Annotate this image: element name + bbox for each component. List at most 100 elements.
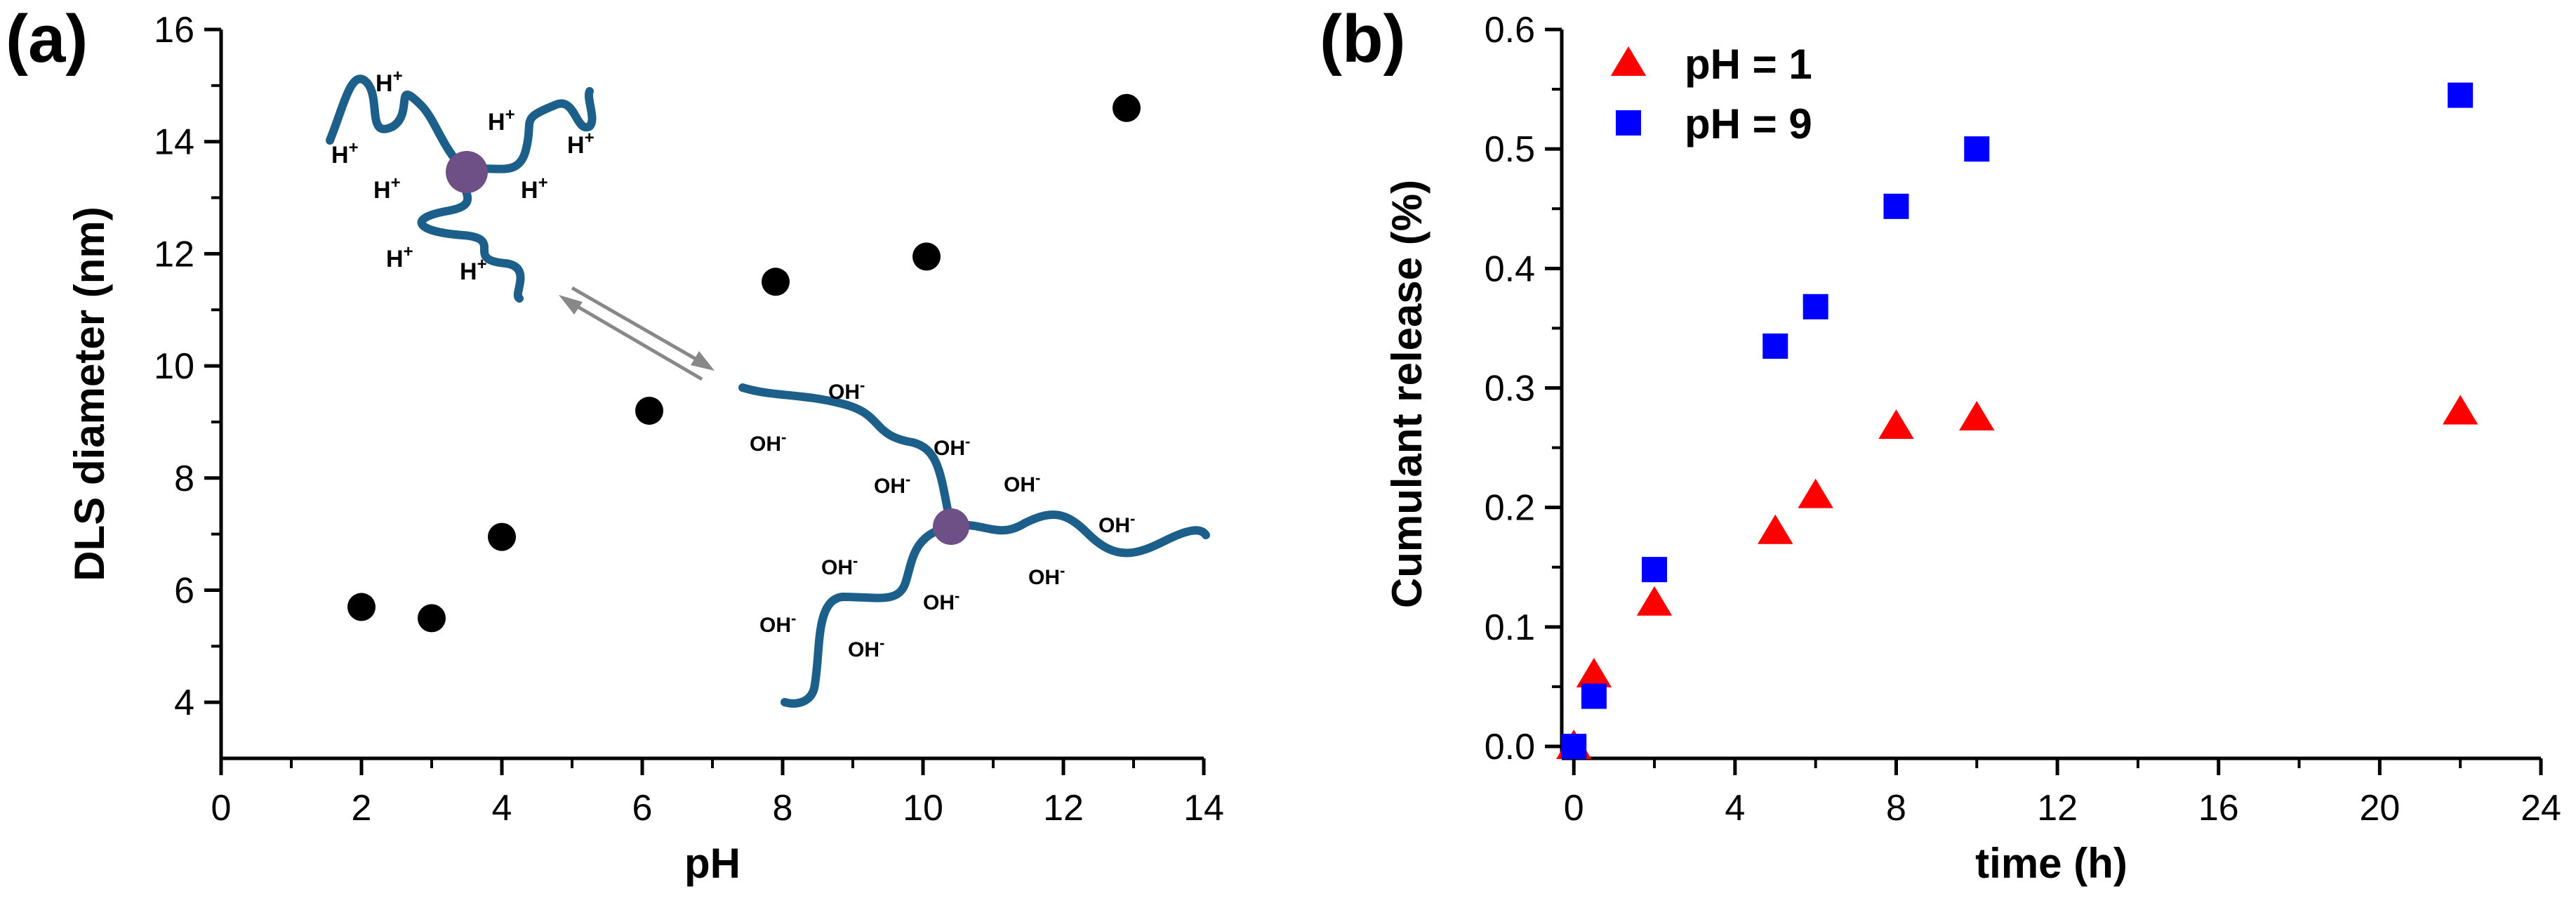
series-ph1-point	[1758, 514, 1793, 544]
a-y-tick-label: 12	[154, 234, 194, 275]
series-ph1-point	[1878, 409, 1914, 439]
data-point	[762, 268, 790, 296]
hydroxide-label: OH-	[848, 634, 884, 661]
marks-b	[1556, 82, 2478, 759]
proton-label: H+	[460, 255, 487, 285]
a-x-axis-label: pH	[684, 840, 741, 887]
hydroxide-label: OH-	[759, 609, 796, 637]
series-ph1-point	[1576, 657, 1612, 687]
hydroxide-label: OH-	[934, 433, 970, 460]
data-point	[347, 593, 376, 621]
a-y-tick-label: 16	[154, 10, 194, 51]
equilibrium-arrowhead-forward	[691, 351, 715, 371]
panel-b-label: (b)	[1320, 1, 1406, 77]
legend-b: pH = 1 pH = 9	[1610, 41, 1812, 147]
proton-label: H+	[386, 242, 413, 272]
legend-label: pH = 9	[1685, 100, 1812, 147]
proton-label: H+	[521, 173, 548, 204]
proton-label: H+	[373, 173, 401, 204]
b-y-tick-label: 0.2	[1485, 488, 1535, 529]
b-x-tick-label: 12	[2037, 788, 2078, 829]
a-y-tick-label: 10	[154, 346, 194, 387]
extended-core	[933, 508, 969, 545]
equilibrium-arrowhead-backward	[559, 295, 583, 315]
series-ph9-point	[1802, 294, 1828, 319]
hydroxide-label: OH-	[923, 587, 960, 614]
b-x-axis-label: time (h)	[1975, 840, 2127, 887]
a-x-tick-label: 8	[773, 788, 793, 829]
chart-b: 0 4 8 12 16 20 24 0.0 0.1 0.2 0.3 0.4 0.5 0.6 time (h)…	[1383, 10, 2561, 887]
series-ph9-point	[1964, 136, 1990, 162]
extended-chain-upper	[738, 383, 955, 531]
a-y-axis-label: DLS diameter (nm)	[66, 206, 113, 581]
proton-label: H+	[376, 67, 403, 97]
proton-label: H+	[488, 105, 515, 136]
panel-a-label: (a)	[6, 1, 88, 77]
a-x-tick-label: 2	[352, 788, 372, 829]
series-ph9-point	[1642, 557, 1668, 583]
series-ph1-point	[2442, 395, 2478, 425]
b-y-tick-label: 0.6	[1485, 10, 1535, 51]
data-point	[418, 604, 446, 633]
collapsed-chain-right	[463, 87, 597, 176]
series-ph9-point	[1883, 193, 1909, 219]
equilibrium-arrow-backward	[566, 298, 703, 381]
hydroxide-label: OH-	[1004, 469, 1040, 496]
hydroxide-label: OH-	[1098, 510, 1135, 537]
b-x-tick-label: 4	[1725, 788, 1745, 829]
proton-labels: H+ H+ H+ H+ H+ H+ H+ H+	[331, 67, 595, 285]
a-y-tick-label: 8	[174, 459, 194, 499]
a-y-tick-label: 4	[174, 683, 194, 723]
series-ph9-point	[1561, 733, 1587, 759]
series-ph9-point	[1762, 333, 1788, 359]
b-x-tick-label: 24	[2521, 788, 2561, 829]
b-y-tick-label: 0.4	[1485, 249, 1535, 289]
series-ph1-point	[1798, 478, 1833, 508]
data-point	[635, 396, 663, 425]
hydroxide-label: OH-	[750, 428, 786, 456]
b-y-tick-label: 0.0	[1485, 727, 1535, 767]
hydroxide-label: OH-	[1028, 562, 1065, 589]
proton-label: H+	[567, 128, 595, 159]
equilibrium-arrow-forward	[571, 286, 710, 369]
polymer-illustration: H+H+H+H+H+H+H+H+ OH-OH- OH-OH- OH-OH-OH-OH…	[326, 67, 1210, 708]
collapsed-chain-bottom	[417, 168, 525, 303]
b-y-tick-label: 0.3	[1485, 368, 1535, 409]
axes-a: 0 2 4 6 8 10 12 14 4 6 8 10 12 14 16 pH DLS diameter (nm…	[66, 10, 1224, 887]
hydroxide-label: OH-	[874, 470, 910, 498]
b-x-tick-label: 20	[2359, 788, 2400, 829]
a-x-tick-label: 4	[492, 788, 512, 829]
data-point	[912, 242, 941, 271]
a-x-tick-label: 10	[903, 788, 943, 829]
series-ph1-point	[1636, 586, 1673, 616]
series-ph9-point	[2448, 82, 2474, 108]
data-point	[488, 522, 516, 551]
a-y-tick-label: 14	[154, 122, 194, 163]
proton-label: H+	[331, 138, 359, 169]
legend-label: pH = 1	[1685, 41, 1812, 88]
extended-chain-right	[947, 510, 1210, 558]
series-ph1-point	[1959, 401, 1995, 431]
legend-ph1-marker	[1610, 46, 1647, 76]
a-x-tick-label: 6	[632, 788, 653, 829]
b-y-tick-label: 0.5	[1485, 129, 1535, 170]
series-ph9-point	[1581, 683, 1607, 709]
axes-b: 0 4 8 12 16 20 24 0.0 0.1 0.2 0.3 0.4 0.5 0.6 time (h)…	[1383, 10, 2561, 887]
b-y-tick-label: 0.1	[1485, 607, 1535, 648]
extended-chain-lower	[781, 522, 955, 708]
legend-ph9-marker	[1616, 110, 1641, 136]
b-y-axis-label: Cumulant release (%)	[1383, 180, 1430, 608]
hydroxide-label: OH-	[821, 552, 858, 579]
data-point	[1113, 93, 1141, 122]
chart-a: H+H+H+H+H+H+H+H+ OH-OH- OH-OH- OH-OH-OH-OH…	[66, 10, 1224, 887]
b-x-tick-label: 8	[1886, 788, 1906, 829]
b-x-tick-label: 16	[2198, 788, 2239, 829]
marks-a	[347, 93, 1141, 633]
a-x-tick-label: 0	[211, 788, 232, 829]
hydroxide-label: OH-	[828, 376, 865, 404]
a-x-tick-label: 14	[1183, 788, 1224, 829]
collapsed-core	[446, 151, 488, 193]
b-x-tick-label: 0	[1564, 788, 1584, 829]
hydroxide-labels: OH- OH- OH- OH- OH- OH- OH- OH- OH- OH- OH-	[750, 376, 1135, 661]
